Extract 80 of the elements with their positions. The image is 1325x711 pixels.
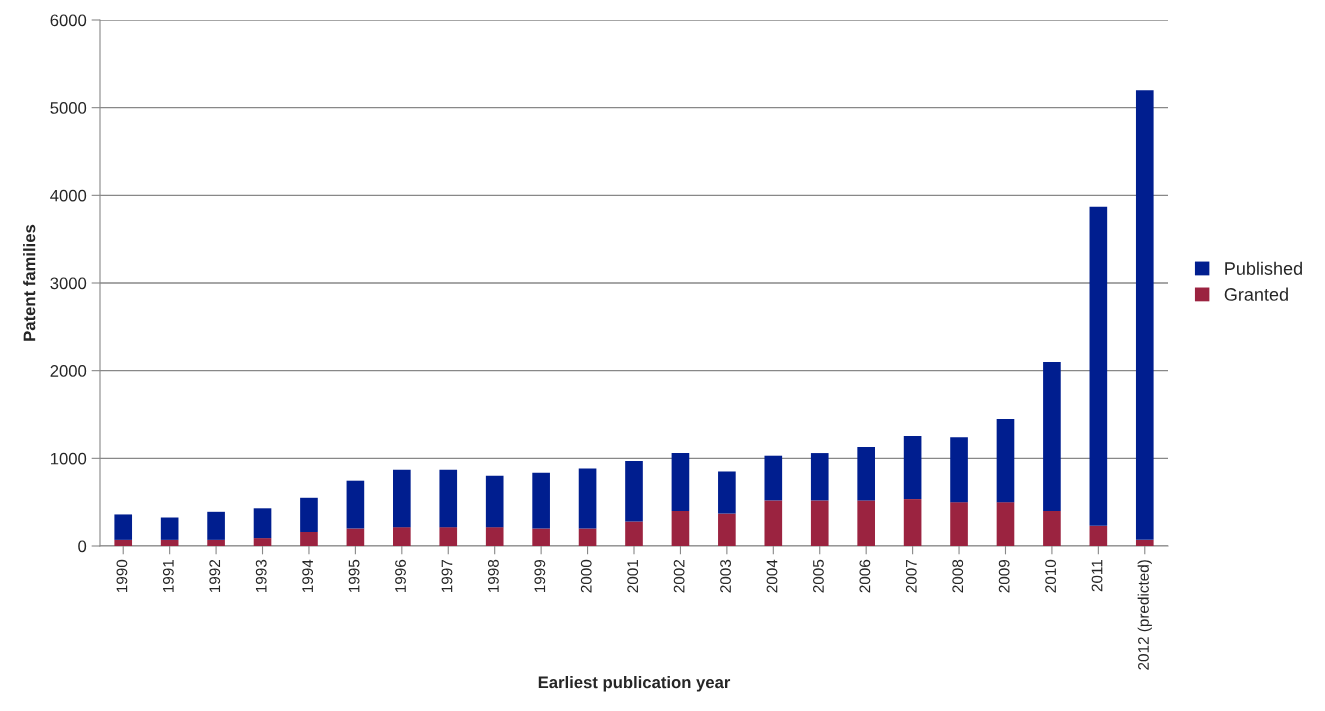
bar bbox=[718, 471, 736, 514]
bar bbox=[253, 538, 272, 546]
bar bbox=[950, 437, 968, 503]
bar bbox=[810, 453, 829, 501]
bar bbox=[578, 468, 597, 529]
x-tick-label: 2006 bbox=[859, 559, 871, 593]
bar bbox=[253, 508, 272, 539]
bar bbox=[207, 511, 225, 540]
x-tick-label: 2012 (predicted) bbox=[1137, 560, 1152, 670]
bar bbox=[300, 531, 318, 546]
bar bbox=[578, 528, 597, 546]
x-tick-label: 1998 bbox=[487, 559, 499, 593]
bar bbox=[718, 513, 736, 546]
x-tick-label: 2000 bbox=[580, 559, 592, 593]
bar bbox=[300, 497, 318, 532]
bar bbox=[207, 539, 225, 546]
x-axis-title: Earliest publication year bbox=[538, 676, 731, 692]
x-tick-label: 2004 bbox=[766, 559, 778, 593]
y-tick-label: 1000 bbox=[51, 452, 87, 465]
bar bbox=[903, 499, 922, 546]
bar bbox=[625, 521, 643, 546]
x-tick-label: 2002 bbox=[673, 559, 685, 593]
bar bbox=[346, 480, 365, 529]
legend-label: Granted bbox=[1224, 287, 1288, 301]
x-tick-label: 1996 bbox=[395, 559, 406, 593]
bar bbox=[903, 435, 922, 500]
y-tick-label: 2000 bbox=[50, 365, 87, 377]
bar bbox=[996, 502, 1015, 546]
x-tick-label: 2007 bbox=[905, 559, 917, 593]
bar bbox=[114, 514, 133, 540]
bar bbox=[1043, 510, 1061, 546]
bar bbox=[160, 517, 179, 540]
x-tick-label: 1999 bbox=[534, 559, 546, 593]
x-tick-label: 2008 bbox=[952, 559, 964, 593]
x-tick-label: 1991 bbox=[162, 559, 174, 593]
y-axis-title: Patent families bbox=[23, 224, 36, 341]
bar bbox=[810, 500, 829, 546]
bar bbox=[393, 527, 411, 546]
bar bbox=[671, 453, 690, 511]
bar bbox=[950, 502, 968, 546]
bar bbox=[439, 527, 458, 546]
bar bbox=[532, 472, 550, 529]
bar bbox=[625, 460, 643, 522]
bar bbox=[1043, 361, 1061, 511]
bar bbox=[764, 500, 783, 546]
bar bbox=[857, 446, 875, 501]
bar bbox=[485, 475, 504, 528]
bar bbox=[393, 469, 411, 528]
x-tick-label: 1997 bbox=[441, 559, 453, 593]
x-tick-label: 1992 bbox=[209, 559, 221, 593]
y-tick-label: 6000 bbox=[50, 14, 87, 27]
x-tick-label: 1994 bbox=[302, 559, 314, 593]
bar bbox=[532, 528, 550, 546]
x-tick-label: 2001 bbox=[627, 559, 639, 593]
x-tick-label: 2005 bbox=[813, 559, 824, 593]
y-tick-label: 5000 bbox=[50, 102, 87, 114]
x-tick-label: 2009 bbox=[998, 559, 1010, 593]
bar bbox=[1089, 206, 1108, 526]
x-tick-label: 2003 bbox=[720, 559, 731, 593]
x-tick-label: 2010 bbox=[1045, 559, 1057, 593]
bar bbox=[1089, 525, 1108, 546]
bar bbox=[671, 510, 690, 546]
bar bbox=[439, 469, 458, 528]
x-tick-label: 1993 bbox=[255, 559, 267, 593]
y-tick-label: 0 bbox=[78, 540, 87, 553]
bar bbox=[114, 539, 133, 546]
bar bbox=[160, 539, 179, 546]
x-tick-label: 1995 bbox=[348, 559, 360, 593]
legend-label: Published bbox=[1225, 261, 1302, 275]
bar bbox=[346, 528, 365, 546]
bar bbox=[1135, 539, 1154, 546]
y-tick-label: 4000 bbox=[50, 189, 87, 202]
bar bbox=[1135, 90, 1154, 540]
bar bbox=[764, 455, 783, 501]
bar bbox=[996, 418, 1015, 503]
y-tick-label: 3000 bbox=[50, 277, 87, 290]
x-tick-label: 2011 bbox=[1091, 559, 1103, 592]
bar bbox=[485, 527, 504, 546]
bar bbox=[857, 500, 875, 546]
x-tick-label: 1990 bbox=[116, 559, 128, 593]
